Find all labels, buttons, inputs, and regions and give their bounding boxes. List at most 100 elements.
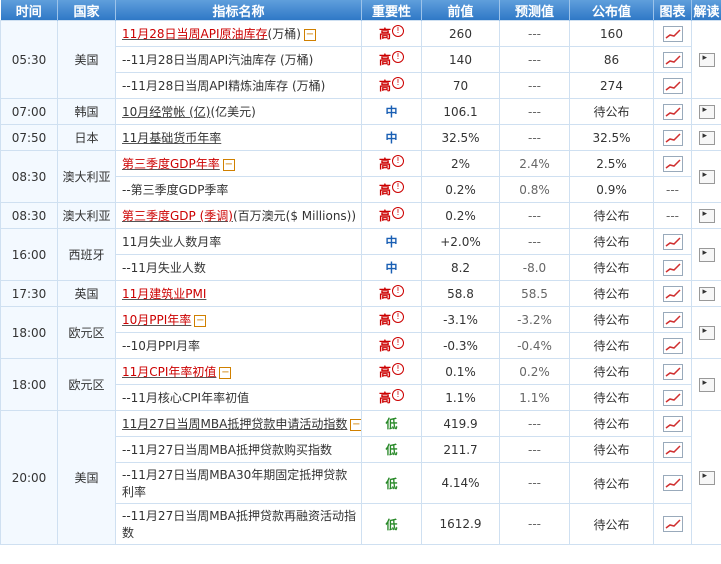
line-chart-icon[interactable] [662, 363, 683, 380]
header-forecast: 预测值 [499, 0, 570, 21]
indicator-unit: (万桶) [267, 27, 301, 41]
explain-icon[interactable] [698, 169, 715, 184]
indicator-name[interactable]: 10月PPI年率 [122, 313, 192, 327]
previous-value: 4.14% [421, 462, 500, 504]
indicator-name[interactable]: 11月CPI年率初值 [122, 365, 217, 379]
explain-icon[interactable] [698, 208, 715, 223]
indicator-cell: --11月27日当周MBA30年期固定抵押贷款利率 [115, 462, 362, 504]
header-chart: 图表 [653, 0, 692, 21]
line-chart-icon[interactable] [662, 25, 683, 42]
line-chart-icon[interactable] [662, 441, 683, 458]
country-cell: 欧元区 [57, 358, 116, 411]
line-chart-icon[interactable] [662, 415, 683, 432]
indicator-name[interactable]: 11月27日当周MBA抵押贷款申请活动指数 [122, 417, 348, 431]
importance-level: 高 [378, 183, 391, 197]
country-cell: 美国 [57, 20, 116, 99]
line-chart-icon[interactable] [662, 77, 683, 94]
line-chart-icon[interactable] [662, 233, 683, 250]
plus-box-icon[interactable]: − [350, 418, 361, 431]
importance-cell: 中 [361, 98, 422, 125]
indicator-cell: 11月CPI年率初值 − [115, 358, 362, 385]
indicator-unit: (百万澳元($ Millions)) [232, 209, 357, 223]
previous-value: 2% [421, 150, 500, 177]
forecast-value: --- [499, 20, 570, 47]
line-chart-icon[interactable] [662, 103, 683, 120]
line-chart-icon[interactable] [662, 129, 683, 146]
indicator-name[interactable]: 11月28日当周API原油库存 [122, 27, 268, 41]
importance-cell: 高! [361, 20, 422, 47]
forecast-value: --- [499, 46, 570, 73]
table-row: 08:30 澳大利亚 第三季度GDP年率 − 高! 2% 2.4% 2.5% [0, 150, 721, 203]
explain-icon[interactable] [698, 377, 715, 392]
importance-cell: 中 [361, 254, 422, 281]
indicator-name: --11月核心CPI年率初值 [122, 391, 250, 405]
explain-cell [691, 358, 721, 411]
forecast-value: 0.8% [499, 176, 570, 203]
country-cell: 日本 [57, 124, 116, 151]
forecast-value: --- [499, 462, 570, 504]
importance-cell: 高! [361, 306, 422, 333]
indicator-name: --11月27日当周MBA30年期固定抵押贷款利率 [122, 468, 348, 499]
explain-icon[interactable] [698, 52, 715, 67]
importance-level: 高 [378, 287, 391, 301]
importance-cell: 高! [361, 46, 422, 73]
explain-icon[interactable] [698, 247, 715, 262]
indicator-name[interactable]: 11月基础货币年率 [122, 131, 222, 145]
indicator-name[interactable]: 第三季度GDP (季调) [122, 209, 233, 223]
explain-icon[interactable] [698, 286, 715, 301]
exclamation-icon: ! [392, 51, 404, 63]
explain-cell [691, 410, 721, 545]
actual-value: 待公布 [569, 436, 654, 463]
line-chart-icon[interactable] [662, 389, 683, 406]
time-cell: 07:50 [0, 124, 58, 151]
importance-level: 低 [385, 476, 398, 491]
plus-box-icon[interactable]: − [222, 158, 235, 171]
explain-cell [691, 280, 721, 307]
line-chart-icon[interactable] [662, 285, 683, 302]
indicator-cell: --11月28日当周API汽油库存 (万桶) [115, 46, 362, 73]
indicator-name[interactable]: 第三季度GDP年率 [122, 157, 220, 171]
header-importance: 重要性 [361, 0, 422, 21]
previous-value: 58.8 [421, 280, 500, 307]
chart-cell: --- [653, 202, 692, 229]
explain-cell [691, 98, 721, 125]
indicator-cell: 11月基础货币年率 [115, 124, 362, 151]
previous-value: +2.0% [421, 228, 500, 255]
line-chart-icon[interactable] [662, 155, 683, 172]
importance-cell: 高! [361, 332, 422, 359]
importance-level: 中 [385, 105, 398, 119]
explain-icon[interactable] [698, 104, 715, 119]
explain-icon[interactable] [698, 470, 715, 485]
actual-value: 待公布 [569, 410, 654, 437]
importance-cell: 高! [361, 280, 422, 307]
plus-box-icon[interactable]: − [303, 28, 316, 41]
previous-value: 106.1 [421, 98, 500, 125]
indicator-cell: 第三季度GDP年率 − [115, 150, 362, 177]
indicator-name: --11月28日当周API汽油库存 (万桶) [122, 53, 314, 67]
line-chart-icon[interactable] [662, 337, 683, 354]
line-chart-icon[interactable] [662, 259, 683, 276]
line-chart-icon[interactable] [662, 475, 683, 491]
explain-icon[interactable] [698, 130, 715, 145]
importance-level: 中 [385, 235, 398, 249]
previous-value: 0.2% [421, 202, 500, 229]
table-row: 17:30 英国 11月建筑业PMI 高! 58.8 58.5 待公布 [0, 280, 721, 307]
line-chart-icon[interactable] [662, 51, 683, 68]
plus-box-icon[interactable]: − [194, 314, 207, 327]
line-chart-icon[interactable] [662, 311, 683, 328]
importance-cell: 低 [361, 410, 422, 437]
indicator-name[interactable]: 11月建筑业PMI [122, 287, 207, 301]
importance-cell: 低 [361, 503, 422, 545]
actual-value: 待公布 [569, 462, 654, 504]
indicator-name[interactable]: 10月经常帐 (亿) [122, 105, 211, 119]
actual-value: 274 [569, 72, 654, 99]
actual-value: 0.9% [569, 176, 654, 203]
line-chart-icon[interactable] [662, 516, 683, 532]
chart-cell [653, 46, 692, 73]
indicator-name: --11月失业人数 [122, 261, 206, 275]
indicator-cell: 11月27日当周MBA抵押贷款申请活动指数 − [115, 410, 362, 437]
plus-box-icon[interactable]: − [219, 366, 232, 379]
explain-icon[interactable] [698, 325, 715, 340]
forecast-value: -3.2% [499, 306, 570, 333]
actual-value: 待公布 [569, 228, 654, 255]
